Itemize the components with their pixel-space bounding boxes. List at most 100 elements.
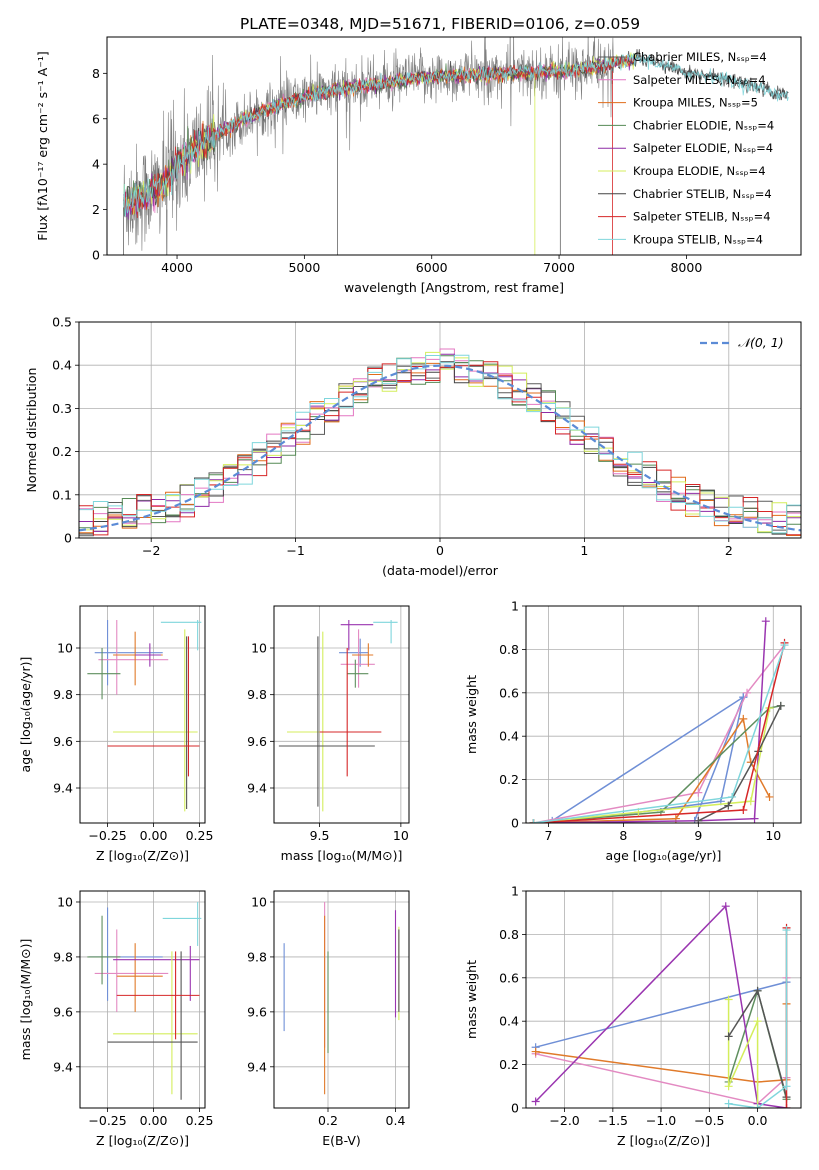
weight-marker — [531, 1097, 540, 1106]
x-tick-label: 9.5 — [310, 828, 330, 843]
weight-marker — [694, 788, 703, 797]
y-tick-label: 0.6 — [499, 970, 519, 985]
y-tick-label: 10 — [57, 641, 73, 656]
weight-marker — [724, 801, 733, 810]
x-tick-label: 0.0 — [748, 1113, 768, 1128]
x-axis-label: E(B-V) — [322, 1133, 361, 1148]
weight-marker — [780, 641, 789, 650]
weight-marker — [782, 926, 791, 935]
weight-marker — [765, 792, 774, 801]
weight-series-1 — [535, 981, 787, 1048]
y-tick-label: 0 — [64, 531, 72, 546]
weight-marker — [750, 814, 759, 823]
y-tick-label: 9.4 — [247, 1059, 267, 1074]
histogram-9 — [79, 354, 801, 534]
weight-marker — [724, 995, 733, 1004]
x-axis-label: mass [log₁₀(M/M⊙)] — [281, 848, 403, 863]
y-tick-label: 0.4 — [499, 1014, 519, 1029]
x-tick-label: −2.0 — [549, 1113, 579, 1128]
y-tick-label: 9.8 — [247, 949, 267, 964]
weight-marker — [782, 1104, 791, 1108]
weight-marker — [753, 1017, 762, 1026]
x-tick-label: −1 — [286, 543, 304, 558]
x-axis-label: (data-model)/error — [382, 563, 499, 578]
plot-area — [79, 348, 801, 537]
panel-weight-vs-Z: −2.0 −1.5 −1.0 −0.5 0.0 0 0.2 0.4 0.6 0.8 1 Z [log₁… — [464, 884, 802, 1148]
y-tick-label: 9.8 — [247, 687, 267, 702]
x-tick-label: 8000 — [670, 260, 702, 275]
plot-area — [529, 617, 789, 823]
y-tick-label: 2 — [92, 202, 100, 217]
x-tick-label: 2 — [725, 543, 733, 558]
panel-spectrum: 4000 5000 6000 7000 8000 0 2 4 6 8 wavelength [Ang… — [35, 36, 802, 295]
y-tick-label: 0.4 — [52, 358, 72, 373]
x-tick-label: −0.5 — [694, 1113, 724, 1128]
weight-marker — [724, 1082, 733, 1091]
histogram-8 — [79, 361, 801, 536]
x-tick-label: 5000 — [288, 260, 320, 275]
x-tick-label: 6000 — [416, 260, 448, 275]
weight-series-2 — [533, 644, 786, 823]
legend-label: Salpeter ELODIE, Nₛₛₚ=4 — [633, 141, 773, 155]
legend-label: 𝒩(0, 1) — [738, 335, 784, 350]
x-tick-label: −1.0 — [646, 1113, 676, 1128]
weight-marker — [724, 1032, 733, 1041]
y-tick-label: 9.8 — [53, 949, 73, 964]
y-tick-label: 0 — [92, 248, 100, 263]
axes-frame — [78, 321, 802, 539]
weight-marker — [753, 1104, 762, 1108]
axes-frame — [79, 890, 206, 1109]
x-tick-label: 0.25 — [186, 1113, 214, 1128]
figure-title: PLATE=0348, MJD=51671, FIBERID=0106, z=0… — [240, 15, 640, 33]
y-tick-label: 10 — [251, 894, 267, 909]
panel-age-vs-Z: −0.25 0.00 0.25 9.4 9.6 9.8 10 Z [log₁₀(Z/Z⊙)] a… — [18, 605, 213, 863]
y-tick-label: 0.3 — [52, 401, 72, 416]
y-tick-label: 9.6 — [53, 1004, 73, 1019]
x-tick-label: −0.25 — [88, 828, 126, 843]
y-tick-label: 4 — [92, 157, 100, 172]
y-tick-label: 0.5 — [52, 315, 72, 330]
model-spectrum-9 — [123, 53, 789, 217]
x-tick-label: 0 — [436, 543, 444, 558]
y-tick-label: 9.4 — [247, 781, 267, 796]
weight-marker — [739, 714, 748, 723]
y-tick-label: 9.4 — [53, 781, 73, 796]
normal-curve — [79, 364, 801, 532]
weight-marker — [746, 797, 755, 806]
axes-frame — [525, 890, 802, 1109]
legend-label: Kroupa ELODIE, Nₛₛₚ=4 — [633, 164, 766, 178]
spectrum-legend: Chabrier MILES, Nₛₛₚ=4 Salpeter MILES, Nₛ… — [598, 50, 774, 246]
weight-series-5 — [535, 904, 787, 1108]
y-tick-label: 9.8 — [53, 687, 73, 702]
y-tick-label: 8 — [92, 66, 100, 81]
x-tick-label: 4000 — [161, 260, 193, 275]
y-axis-label: mass [log₁₀(M/M⊙)] — [18, 939, 33, 1061]
x-tick-label: 7 — [545, 828, 553, 843]
weight-series-5 — [533, 621, 767, 823]
y-tick-label: 9.4 — [53, 1059, 73, 1074]
weight-series-7 — [697, 705, 782, 822]
weight-marker — [739, 805, 748, 814]
x-axis-label: Z [log₁₀(Z/Z⊙)] — [617, 1133, 710, 1148]
y-tick-label: 10 — [57, 894, 73, 909]
weight-series-8 — [533, 642, 786, 823]
x-tick-label: 10 — [765, 828, 781, 843]
y-tick-label: 10 — [251, 641, 267, 656]
plot-area — [278, 620, 398, 812]
weight-marker — [529, 819, 538, 823]
x-axis-label: age [log₁₀(age/yr)] — [606, 848, 722, 863]
y-tick-label: 6 — [92, 111, 100, 126]
x-tick-label: 0.4 — [386, 1113, 406, 1128]
y-tick-label: 1 — [511, 884, 519, 899]
y-tick-label: 0 — [511, 816, 519, 831]
weight-series-4 — [533, 705, 781, 823]
weight-marker — [743, 688, 752, 697]
panel-residuals: −2 −1 0 1 2 0 0.1 0.2 0.3 0.4 0.5 (data-model)/erro… — [24, 315, 802, 578]
x-tick-label: −2 — [142, 543, 160, 558]
y-axis-label: age [log₁₀(age/yr)] — [18, 657, 33, 773]
weight-marker — [776, 701, 785, 710]
weight-marker — [753, 986, 762, 995]
plot-area — [531, 902, 791, 1108]
